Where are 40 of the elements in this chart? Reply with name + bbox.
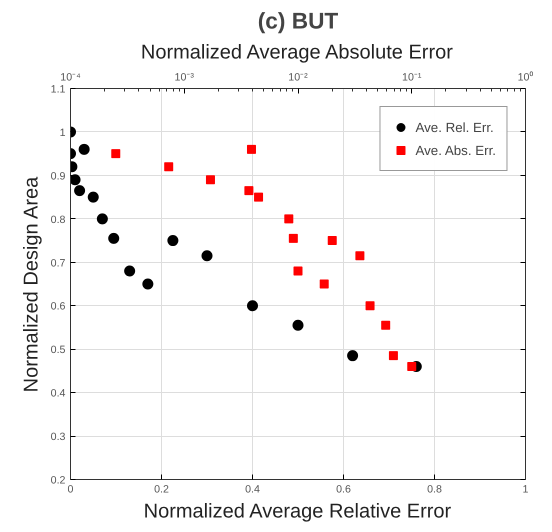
point <box>96 213 108 224</box>
x2-axis-title: Normalized Average Absolute Error <box>140 42 454 64</box>
y-tick-label: 0.4 <box>50 388 66 400</box>
point <box>124 265 136 276</box>
y-tick-label: 0.9 <box>50 170 66 182</box>
point <box>292 320 304 331</box>
point <box>78 144 90 155</box>
point <box>202 250 212 262</box>
legend-label: Ave. Abs. Err. <box>415 142 496 158</box>
y-tick-label: 0.2 <box>50 474 66 486</box>
y-tick-label: 0.7 <box>50 257 66 270</box>
legend-label: Ave. Rel. Err. <box>415 120 494 134</box>
x-axis-title: Normalized Average Relative Error <box>144 500 452 522</box>
x-tick-label: 0.4 <box>245 484 260 496</box>
point <box>167 235 178 246</box>
point <box>247 300 258 312</box>
x2-tick-label: 10⁻¹ <box>402 72 422 84</box>
chart-title: (c) BUT <box>258 8 338 34</box>
y-tick-label: 0.6 <box>50 300 66 313</box>
point <box>142 278 154 290</box>
point <box>88 192 99 203</box>
y-tick-label: 0.8 <box>50 214 66 226</box>
point <box>108 232 120 244</box>
x-tick-label: 0.2 <box>154 484 169 496</box>
y-axis-title: Normalized Design Area <box>20 176 43 392</box>
y-tick-label: 0.5 <box>50 344 66 356</box>
point <box>74 185 86 196</box>
x2-tick-label: 10⁰ <box>518 70 534 84</box>
point <box>347 350 358 362</box>
point <box>70 174 81 186</box>
x-tick-label: 0.6 <box>336 484 351 496</box>
x-tick-label: 0 <box>68 484 74 496</box>
x2-tick-label: 10⁻² <box>288 72 308 84</box>
x2-tick-label: 10⁻³ <box>174 72 194 84</box>
x-tick-label: 0.8 <box>427 484 442 496</box>
x-tick-label: 1 <box>522 484 529 496</box>
y-tick-label: 1 <box>60 126 66 139</box>
y-tick-label: 0.3 <box>50 431 66 444</box>
y-tick-label: 1.1 <box>50 84 66 96</box>
x2-tick-label: 10⁻⁴ <box>60 72 82 84</box>
